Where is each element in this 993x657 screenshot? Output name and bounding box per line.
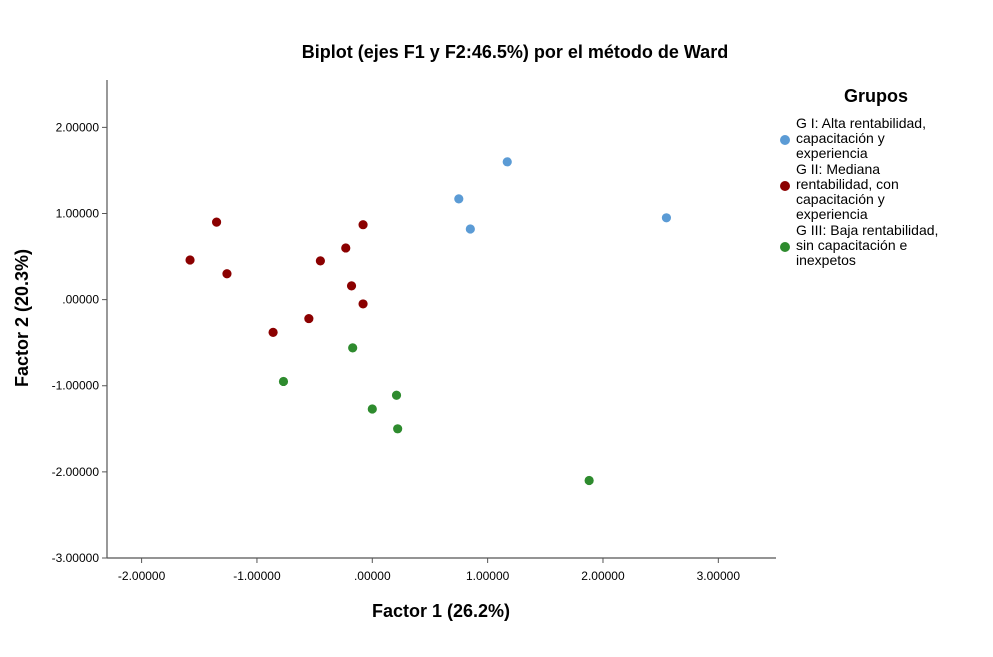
x-tick-label: 1.00000: [466, 569, 510, 583]
y-tick-label: -2.00000: [52, 465, 100, 479]
legend-item-group-3: G III: Baja rentabilidad,sin capacitació…: [780, 222, 938, 268]
data-point-group-2: [184, 254, 196, 266]
y-tick-label: 1.00000: [56, 206, 100, 220]
data-point-group-1: [464, 223, 476, 235]
legend-items: G I: Alta rentabilidad,capacitación yexp…: [780, 115, 938, 268]
x-tick-label: 2.00000: [581, 569, 625, 583]
legend-item-group-1: G I: Alta rentabilidad,capacitación yexp…: [780, 115, 926, 161]
legend-label-line: G III: Baja rentabilidad,: [796, 222, 938, 238]
legend: Grupos G I: Alta rentabilidad,capacitaci…: [780, 86, 938, 268]
x-tick-label: -1.00000: [233, 569, 281, 583]
x-axis-ticks: -2.00000 -1.00000 .00000 1.00000 2.00000 3.00…: [118, 558, 740, 583]
data-point-group-2: [267, 326, 279, 338]
legend-label-line: capacitación y: [796, 191, 885, 207]
legend-label-line: rentabilidad, con: [796, 176, 899, 192]
data-point-group-2: [357, 298, 369, 310]
legend-marker: [780, 135, 790, 145]
y-tick-label: .00000: [62, 293, 99, 307]
data-point-group-3: [392, 423, 404, 435]
y-axis-title: Factor 2 (20.3%): [12, 249, 32, 387]
legend-title: Grupos: [844, 86, 908, 106]
data-point-group-1: [661, 212, 672, 224]
x-axis-title: Factor 1 (26.2%): [372, 601, 510, 621]
legend-label-line: G I: Alta rentabilidad,: [796, 115, 926, 131]
data-point-group-1: [453, 193, 465, 205]
data-point-group-2: [211, 216, 222, 228]
legend-label-line: experiencia: [796, 145, 868, 161]
legend-marker: [780, 242, 790, 252]
legend-marker: [780, 181, 790, 191]
data-point-group-1: [501, 156, 513, 168]
x-tick-label: -2.00000: [118, 569, 166, 583]
chart-title: Biplot (ejes F1 y F2:46.5%) por el métod…: [302, 42, 728, 62]
legend-label-line: G II: Mediana: [796, 161, 880, 177]
legend-label-line: inexpetos: [796, 252, 856, 268]
data-point-group-2: [221, 268, 233, 280]
data-point-group-3: [347, 342, 359, 354]
data-point-group-2: [357, 219, 369, 231]
data-point-group-3: [366, 403, 378, 415]
legend-label-line: sin capacitación e: [796, 237, 908, 253]
x-tick-label: 3.00000: [697, 569, 741, 583]
y-axis-ticks: -3.00000 -2.00000 -1.00000 .00000 1.00000 2.0…: [52, 120, 107, 565]
data-point-group-2: [314, 255, 326, 267]
data-point-group-2: [346, 280, 357, 292]
y-tick-label: 2.00000: [56, 120, 100, 134]
y-tick-label: -1.00000: [52, 379, 100, 393]
data-point-group-2: [303, 313, 315, 324]
y-tick-label: -3.00000: [52, 551, 100, 565]
legend-label-line: experiencia: [796, 206, 868, 222]
data-point-group-2: [340, 242, 352, 254]
x-tick-label: .00000: [354, 569, 391, 583]
data-points: [184, 156, 672, 486]
legend-label-line: capacitación y: [796, 130, 885, 146]
data-point-group-3: [391, 389, 402, 401]
data-point-group-3: [583, 475, 595, 486]
axes: [106, 80, 776, 559]
data-point-group-3: [278, 376, 289, 387]
